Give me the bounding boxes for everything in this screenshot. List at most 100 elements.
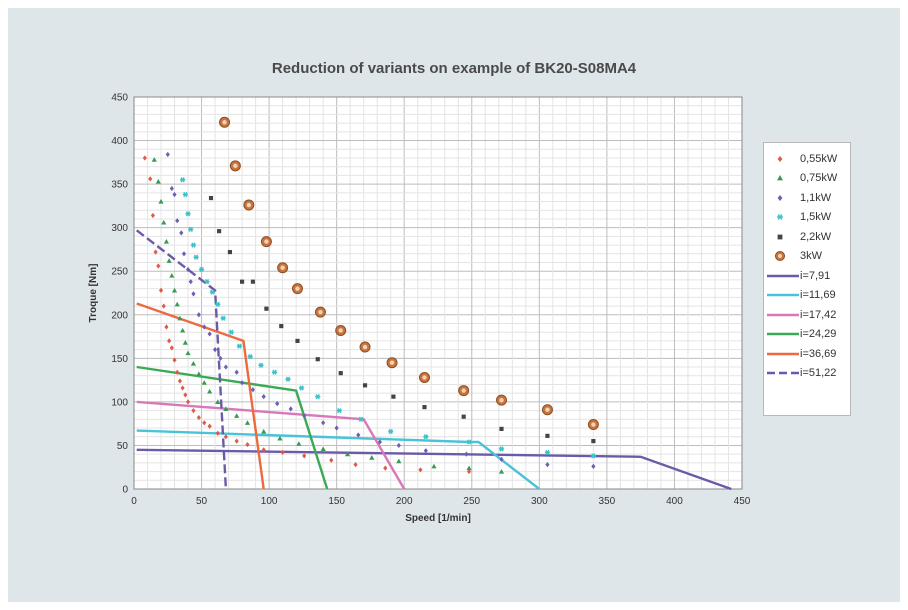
data-point xyxy=(185,266,191,273)
data-point xyxy=(362,383,368,388)
data-point xyxy=(418,371,430,383)
data-point xyxy=(396,458,402,464)
data-point xyxy=(587,419,599,431)
data-point xyxy=(260,236,272,248)
legend-symbol xyxy=(764,210,800,224)
chart-title: Reduction of variants on example of BK20… xyxy=(271,60,637,77)
data-point xyxy=(280,449,285,456)
data-point xyxy=(369,455,375,460)
data-point xyxy=(591,439,596,444)
legend-symbol xyxy=(764,191,800,205)
data-point xyxy=(329,457,334,463)
x-tick-label: 300 xyxy=(531,496,548,507)
data-point xyxy=(193,254,199,260)
data-point xyxy=(174,301,180,307)
y-tick-label: 250 xyxy=(111,267,128,278)
data-point xyxy=(219,116,231,128)
data-point xyxy=(418,467,423,473)
data-point xyxy=(180,327,186,333)
data-point xyxy=(185,350,191,356)
data-point xyxy=(315,357,320,362)
data-point xyxy=(161,219,167,225)
data-point xyxy=(150,212,155,219)
data-point xyxy=(240,279,245,284)
data-point xyxy=(229,160,241,172)
x-axis-label: Speed [1/min] xyxy=(405,513,471,524)
data-point xyxy=(223,364,228,370)
data-point xyxy=(422,405,427,410)
y-tick-label: 400 xyxy=(111,136,128,147)
data-point xyxy=(185,399,191,405)
data-point xyxy=(228,329,234,335)
data-point xyxy=(302,413,307,419)
data-point xyxy=(175,369,180,375)
legend-label: 0,75kW xyxy=(800,172,838,185)
data-point xyxy=(315,394,321,400)
data-point xyxy=(161,303,166,309)
data-point xyxy=(288,406,293,412)
data-point xyxy=(202,324,207,330)
data-point xyxy=(223,406,229,411)
data-point xyxy=(153,249,158,255)
y-tick-label: 100 xyxy=(111,397,128,408)
legend: 0,55kW 0,75kW 1,1kW 1,5kW 2,2kW 3kW i=7,91 i=11… xyxy=(763,142,851,416)
data-point xyxy=(464,451,469,457)
legend-label: i=24,29 xyxy=(800,328,837,341)
data-point xyxy=(423,434,429,440)
data-point xyxy=(431,463,437,469)
series-line xyxy=(136,365,329,490)
data-point xyxy=(264,306,269,311)
data-point xyxy=(158,287,164,293)
legend-symbol xyxy=(764,327,800,341)
data-point xyxy=(496,394,508,406)
legend-entry: 3kW xyxy=(764,247,850,267)
data-point xyxy=(215,430,220,436)
legend-symbol xyxy=(764,308,800,322)
data-point xyxy=(275,401,280,407)
data-point xyxy=(358,416,364,422)
series-line xyxy=(136,429,541,490)
y-tick-label: 450 xyxy=(111,93,128,104)
data-point xyxy=(151,157,157,162)
legend-entry: 1,5kW xyxy=(764,208,850,228)
data-point xyxy=(163,239,170,244)
data-point xyxy=(188,226,194,233)
y-tick-label: 200 xyxy=(111,310,128,321)
data-point xyxy=(335,324,347,336)
data-point xyxy=(240,380,245,386)
data-point xyxy=(466,468,472,475)
data-point xyxy=(198,266,205,273)
data-point xyxy=(207,331,212,337)
data-point xyxy=(250,279,255,284)
data-point xyxy=(498,468,505,474)
x-tick-label: 350 xyxy=(599,496,616,507)
legend-entry: 0,75kW xyxy=(764,169,850,189)
data-point xyxy=(227,249,233,255)
data-point xyxy=(377,439,382,445)
x-tick-label: 250 xyxy=(463,496,480,507)
data-point xyxy=(466,465,472,471)
data-point xyxy=(207,423,212,429)
data-point xyxy=(180,177,186,183)
data-point xyxy=(177,378,183,384)
data-point xyxy=(277,262,289,274)
data-point xyxy=(207,388,213,394)
data-point xyxy=(223,434,228,440)
data-point xyxy=(212,347,218,353)
line-series xyxy=(135,229,732,491)
data-point xyxy=(182,191,188,198)
data-point xyxy=(321,420,326,426)
data-point xyxy=(234,413,240,418)
y-tick-label: 300 xyxy=(111,223,128,234)
data-point xyxy=(218,355,223,361)
data-point xyxy=(591,463,596,469)
x-tick-label: 450 xyxy=(734,496,751,507)
y-axis-label: Troque [Nm] xyxy=(88,264,99,323)
data-point xyxy=(169,272,175,278)
legend-label: i=51,22 xyxy=(800,367,837,380)
data-point xyxy=(245,441,250,448)
legend-symbol xyxy=(764,249,800,263)
data-point xyxy=(165,151,170,158)
data-point xyxy=(458,385,470,397)
data-point xyxy=(336,407,342,414)
